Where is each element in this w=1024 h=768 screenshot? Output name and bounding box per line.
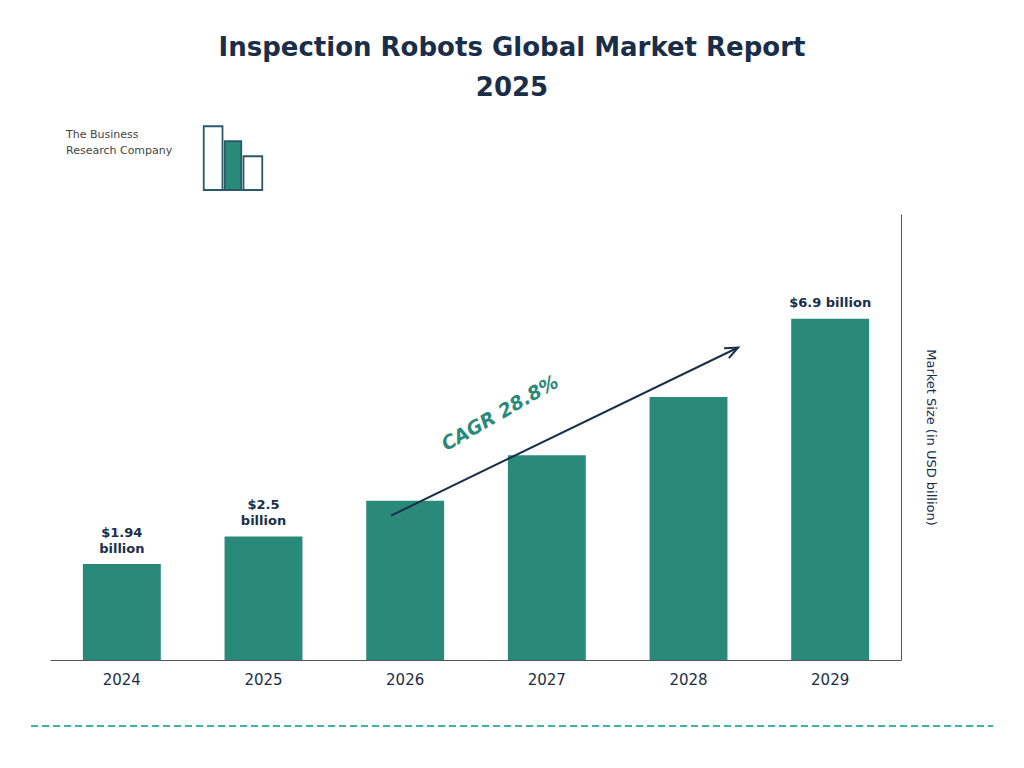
svg-text:Research Company: Research Company (66, 144, 173, 157)
svg-text:Inspection Robots Global Marke: Inspection Robots Global Market Report (219, 32, 806, 62)
svg-text:2024: 2024 (103, 671, 141, 689)
svg-text:billion: billion (99, 541, 144, 556)
svg-text:CAGR 28.8%: CAGR 28.8% (437, 370, 562, 455)
svg-text:billion: billion (241, 513, 286, 528)
svg-text:2025: 2025 (244, 671, 282, 689)
svg-text:2029: 2029 (811, 671, 849, 689)
svg-text:2027: 2027 (528, 671, 566, 689)
svg-text:2026: 2026 (386, 671, 424, 689)
svg-text:$6.9 billion: $6.9 billion (789, 295, 871, 310)
svg-text:2025: 2025 (476, 72, 548, 102)
svg-text:$1.94: $1.94 (101, 525, 142, 540)
svg-text:Market Size (in USD billion): Market Size (in USD billion) (924, 349, 939, 526)
svg-text:The Business: The Business (65, 128, 139, 141)
svg-text:$2.5: $2.5 (247, 497, 279, 512)
svg-text:2028: 2028 (669, 671, 707, 689)
